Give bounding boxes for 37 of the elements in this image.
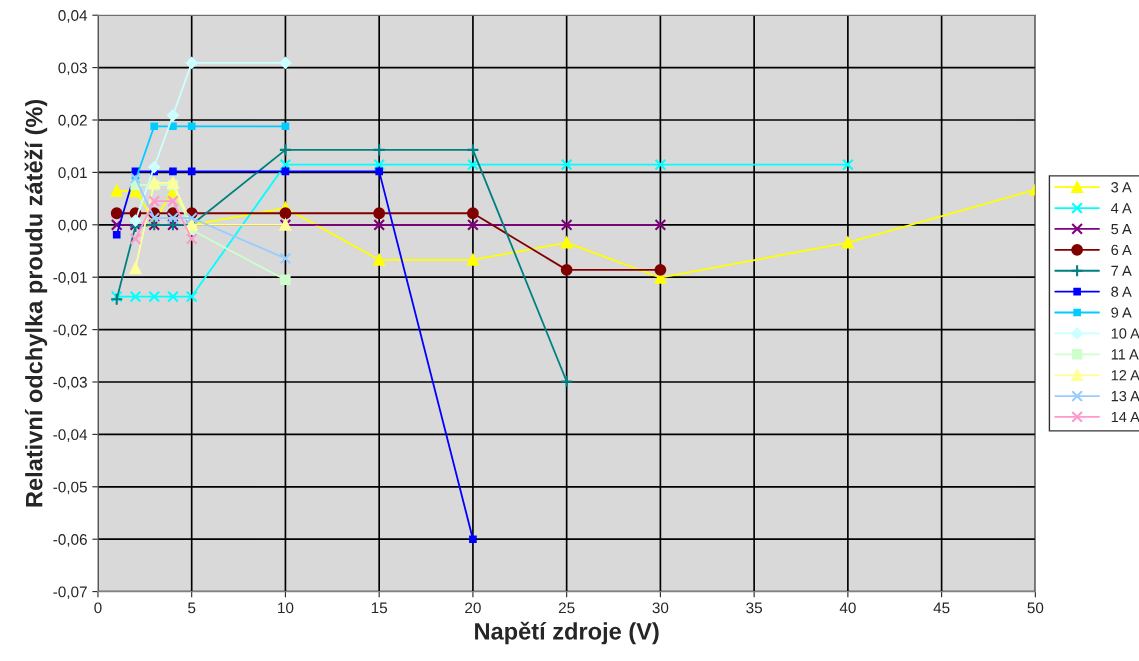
legend-label: 13 A [1111,390,1139,402]
legend-label: 7 A [1111,265,1132,276]
y-tick-label: 0,01 [58,167,87,180]
x-tick-label: 35 [746,602,762,614]
x-tick-label: 20 [465,602,481,614]
x-tick-label: 50 [1027,602,1044,614]
y-tick-label: -0,06 [53,534,87,547]
y-tick-label: 0,00 [58,219,87,233]
legend-label: 8 A [1111,286,1132,297]
x-tick-label: 45 [933,602,950,614]
x-tick-label: 25 [558,602,575,614]
x-tick-label: 30 [652,602,669,614]
x-tick-label: 40 [839,602,856,614]
x-tick-label: 0 [94,602,102,614]
y-tick-label: -0,02 [53,324,87,338]
legend-label: 5 A [1111,224,1132,235]
y-tick-label: -0,07 [53,586,87,600]
legend-label: 4 A [1111,203,1132,214]
y-tick-label: -0,03 [53,376,87,390]
x-tick-label: 15 [371,602,388,614]
y-tick-label: -0,04 [53,429,88,442]
x-tick-label: 10 [278,602,294,614]
x-axis-title: Napětí zdroje (V) [475,621,659,645]
y-tick-label: 0,03 [58,62,87,76]
legend-label: 3 A [1111,182,1132,193]
y-tick-label: -0,01 [53,272,87,285]
y-tick-label: -0,05 [53,481,87,495]
y-axis-title: Relativní odchylka proudu zátěží (%) [24,99,48,507]
legend-label: 12 A [1111,370,1139,381]
y-tick-label: 0,02 [58,114,87,128]
legend-label: 10 A [1111,328,1139,339]
legend-label: 14 A [1111,412,1139,423]
x-tick-label: 5 [188,602,196,614]
legend-label: 9 A [1111,307,1132,318]
legend-label: 11 A [1111,349,1139,360]
legend-label: 6 A [1111,244,1132,256]
y-tick-label: 0,04 [58,10,88,23]
